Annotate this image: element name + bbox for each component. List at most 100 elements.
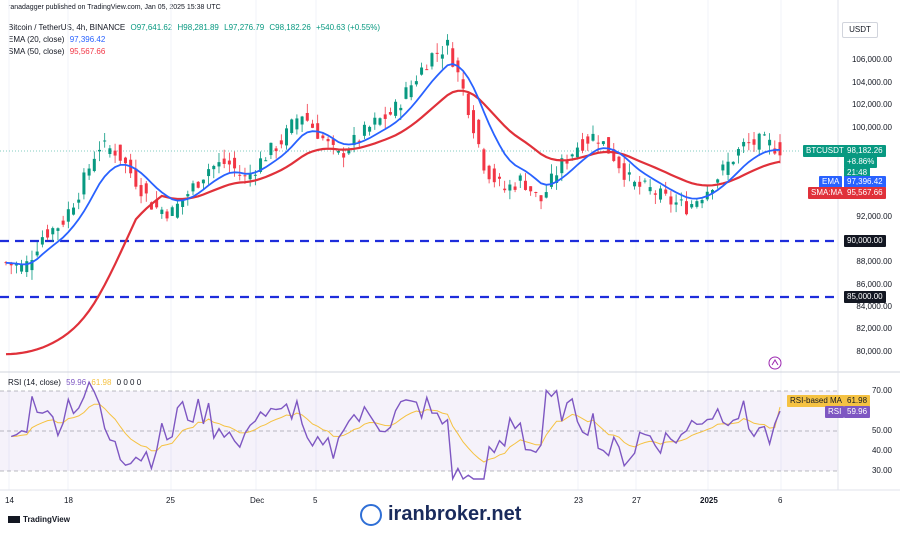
sma-legend[interactable]: SMA (50, close) 95,567.66: [8, 47, 108, 56]
candle-body: [477, 119, 481, 145]
candle-body: [674, 202, 678, 205]
candle-body: [269, 142, 273, 156]
price-tick: 92,000.00: [856, 212, 892, 221]
price-tick: 82,000.00: [856, 324, 892, 333]
rsi-tick: 50.00: [871, 426, 892, 435]
candle-body: [98, 149, 102, 152]
candle-body: [653, 193, 657, 195]
candle-body: [238, 174, 242, 176]
watermark-icon: [360, 503, 382, 526]
rsi-tick: 30.00: [871, 466, 892, 475]
candle-body: [77, 199, 81, 203]
candle-body: [217, 162, 221, 167]
candle-body: [264, 160, 268, 162]
candle-body: [633, 181, 637, 187]
candle-body: [165, 211, 169, 219]
rsi-legend-zeros: 0 0 0 0: [116, 378, 142, 387]
rsi-ma-tag-value: 61.98: [844, 395, 871, 407]
candle-body: [497, 176, 501, 179]
candle-body: [25, 261, 29, 273]
price-tick: 106,000.00: [851, 55, 892, 64]
candle-body: [253, 174, 257, 176]
candle-body: [82, 172, 86, 195]
candle-body: [446, 39, 450, 46]
price-tick: 88,000.00: [856, 257, 892, 266]
sma-legend-value: 95,567.66: [69, 47, 106, 56]
ema-legend[interactable]: EMA (20, close) 97,396.42: [8, 35, 108, 44]
change-value: +540.63 (+0.55%): [316, 23, 381, 32]
candle-body: [648, 187, 652, 192]
candle-body: [378, 118, 382, 125]
candle-body: [523, 180, 527, 190]
candle-body: [310, 123, 314, 128]
rsi-tag-value: 59.96: [844, 406, 871, 418]
candle-body: [695, 201, 699, 207]
candle-body: [643, 180, 647, 182]
candle-body: [61, 220, 65, 225]
candle-body: [300, 116, 304, 125]
candle-body: [601, 141, 605, 145]
candle-body: [596, 142, 600, 144]
level-85000-tag: 85,000.00: [844, 291, 886, 303]
candle-body: [435, 52, 439, 54]
candle-body: [144, 183, 148, 194]
candle-body: [757, 133, 761, 150]
candle-body: [336, 151, 340, 153]
candle-body: [87, 168, 91, 176]
candle-body: [518, 175, 522, 181]
candle-body: [118, 144, 122, 161]
candle-body: [347, 150, 351, 154]
candle-body: [383, 114, 387, 119]
currency-button[interactable]: USDT: [842, 22, 878, 38]
candle-body: [773, 148, 777, 154]
tv-logo-icon: [8, 516, 20, 524]
candle-body: [451, 48, 455, 67]
candle-body: [368, 126, 372, 132]
candle-body: [134, 168, 138, 187]
candle-body: [492, 168, 496, 183]
symbol-label: Bitcoin / TetherUS, 4h, BINANCE: [8, 23, 126, 32]
candle-body: [503, 188, 507, 191]
candle-body: [326, 138, 330, 142]
candle-body: [409, 85, 413, 98]
candle-body: [555, 175, 559, 183]
watermark-text: iranbroker.net: [388, 503, 522, 525]
candle-body: [14, 264, 18, 266]
sma-tag-value: 95,567.66: [844, 187, 886, 199]
candle-body: [331, 139, 335, 145]
candle-body: [357, 140, 361, 142]
candle-body: [778, 142, 782, 156]
ema-line: [5, 63, 781, 266]
candle-body: [591, 133, 595, 141]
candle-body: [721, 164, 725, 171]
candle-body: [222, 158, 226, 164]
tradingview-logo[interactable]: TradingView: [8, 515, 70, 524]
candle-body: [664, 189, 668, 194]
candle-body: [243, 175, 247, 177]
level-90000-tag: 90,000.00: [844, 235, 886, 247]
candle-body: [66, 209, 70, 222]
low-value: L97,276.79: [224, 23, 265, 32]
btc-symbol-tag: BTCUSDT: [803, 145, 847, 157]
btc-price-tag: 98,182.26: [844, 145, 886, 157]
candle-body: [248, 173, 252, 180]
rsi-tick: 70.00: [871, 386, 892, 395]
candle-body: [108, 148, 112, 155]
candle-body: [321, 135, 325, 139]
candle-body: [30, 260, 34, 271]
time-tick: 5: [313, 496, 318, 505]
tv-brand-label: TradingView: [23, 515, 70, 524]
candle-body: [627, 172, 631, 175]
time-tick: 2025: [700, 496, 718, 505]
rsi-ma-tag-label: RSI-based MA: [787, 395, 846, 407]
ema-tag-value: 97,396.42: [844, 176, 886, 188]
candle-body: [430, 53, 434, 67]
candle-body: [742, 141, 746, 147]
candle-body: [622, 163, 626, 180]
candle-body: [279, 140, 283, 145]
rsi-legend[interactable]: RSI (14, close) 59.96 61.98 0 0 0 0: [8, 378, 144, 387]
candle-body: [362, 124, 366, 136]
time-tick: 23: [574, 496, 583, 505]
